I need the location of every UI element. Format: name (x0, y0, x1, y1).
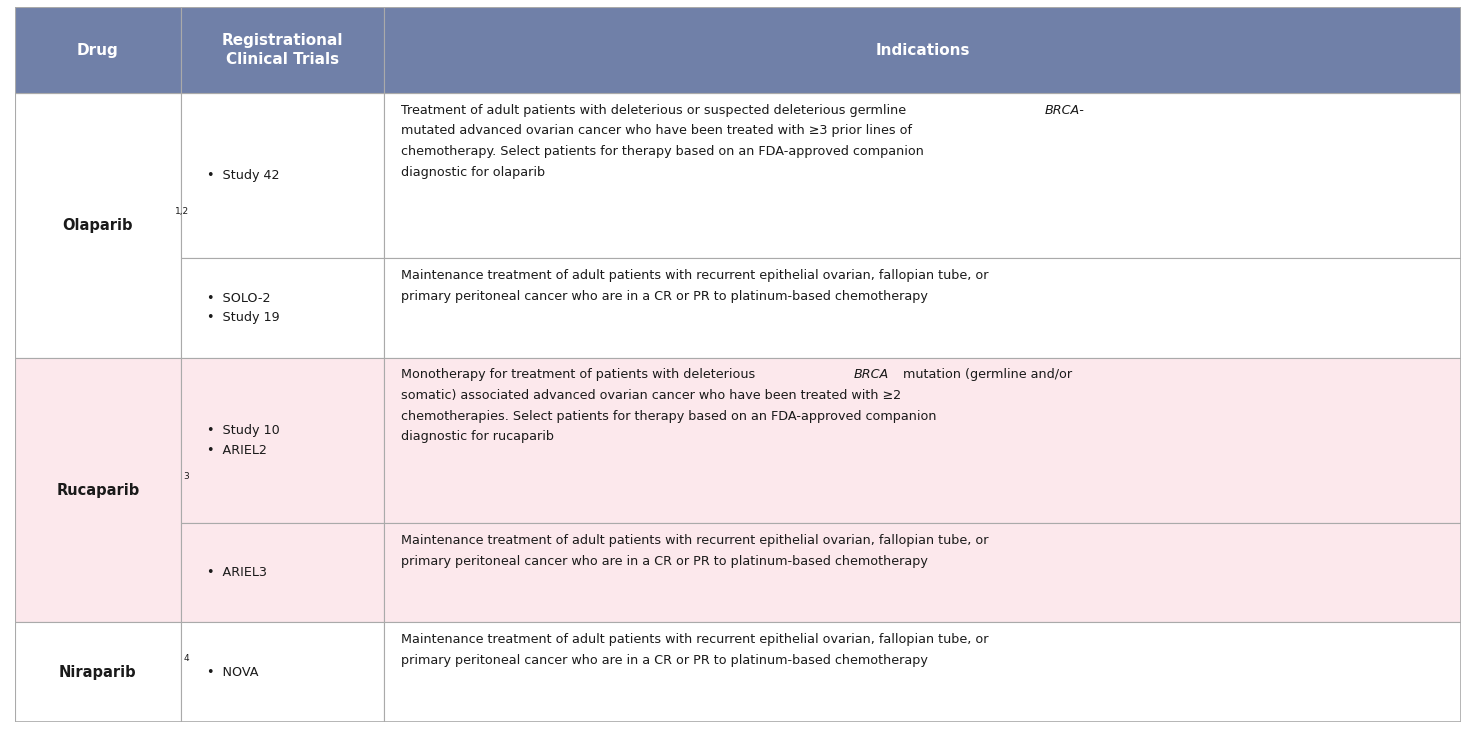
Text: somatic) associated advanced ovarian cancer who have been treated with ≥2: somatic) associated advanced ovarian can… (401, 389, 900, 402)
Text: 3: 3 (183, 472, 189, 481)
Text: 1,2: 1,2 (174, 207, 189, 216)
Bar (182, 7, 384, 93)
Bar (182, 93, 384, 259)
Text: •  Study 10
•  ARIEL2: • Study 10 • ARIEL2 (207, 424, 280, 456)
Bar (384, 259, 1461, 358)
Text: Drug: Drug (77, 43, 118, 58)
Bar (182, 259, 384, 358)
Text: •  ARIEL3: • ARIEL3 (207, 566, 267, 580)
Text: •  SOLO-2
•  Study 19: • SOLO-2 • Study 19 (207, 292, 280, 324)
Bar (182, 523, 384, 623)
Text: Monotherapy for treatment of patients with deleterious: Monotherapy for treatment of patients wi… (401, 368, 759, 381)
Text: BRCA-: BRCA- (1045, 104, 1085, 117)
Text: Maintenance treatment of adult patients with recurrent epithelial ovarian, fallo: Maintenance treatment of adult patients … (401, 534, 989, 547)
Text: 4: 4 (183, 654, 189, 663)
Bar (15, 358, 182, 623)
Text: diagnostic for olaparib: diagnostic for olaparib (401, 165, 545, 179)
Bar (384, 623, 1461, 722)
Text: chemotherapy. Select patients for therapy based on an FDA-approved companion: chemotherapy. Select patients for therap… (401, 145, 924, 158)
Text: •  Study 42: • Study 42 (207, 169, 279, 182)
Text: chemotherapies. Select patients for therapy based on an FDA-approved companion: chemotherapies. Select patients for ther… (401, 410, 936, 423)
Text: Indications: Indications (875, 43, 970, 58)
Text: primary peritoneal cancer who are in a CR or PR to platinum-based chemotherapy: primary peritoneal cancer who are in a C… (401, 290, 928, 303)
Text: Maintenance treatment of adult patients with recurrent epithelial ovarian, fallo: Maintenance treatment of adult patients … (401, 634, 989, 646)
Text: Treatment of adult patients with deleterious or suspected deleterious germline: Treatment of adult patients with deleter… (401, 104, 911, 117)
Text: BRCA: BRCA (855, 368, 889, 381)
Text: mutated advanced ovarian cancer who have been treated with ≥3 prior lines of: mutated advanced ovarian cancer who have… (401, 125, 912, 138)
Bar (182, 358, 384, 523)
Bar (15, 7, 182, 93)
Text: primary peritoneal cancer who are in a CR or PR to platinum-based chemotherapy: primary peritoneal cancer who are in a C… (401, 654, 928, 667)
Text: diagnostic for rucaparib: diagnostic for rucaparib (401, 431, 554, 443)
Bar (15, 93, 182, 358)
Bar (384, 93, 1461, 259)
Text: primary peritoneal cancer who are in a CR or PR to platinum-based chemotherapy: primary peritoneal cancer who are in a C… (401, 555, 928, 568)
Text: Niraparib: Niraparib (59, 665, 137, 679)
Bar (15, 623, 182, 722)
Bar (384, 358, 1461, 523)
Text: Registrational
Clinical Trials: Registrational Clinical Trials (221, 34, 342, 67)
Bar (384, 523, 1461, 623)
Bar (182, 623, 384, 722)
Text: Rucaparib: Rucaparib (56, 483, 140, 498)
Text: •  NOVA: • NOVA (207, 666, 258, 679)
Bar (384, 7, 1461, 93)
Text: mutation (germline and/or: mutation (germline and/or (899, 368, 1072, 381)
Text: Olaparib: Olaparib (62, 218, 133, 233)
Text: Maintenance treatment of adult patients with recurrent epithelial ovarian, fallo: Maintenance treatment of adult patients … (401, 269, 989, 282)
